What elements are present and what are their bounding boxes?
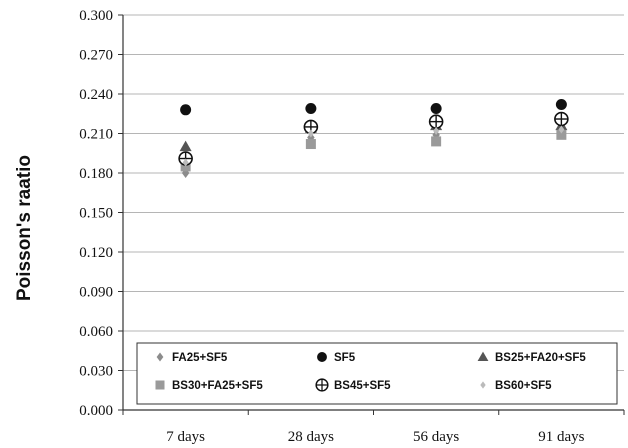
legend-marker-sf5 — [317, 352, 327, 362]
data-point-bs30-fa25-sf5 — [305, 139, 316, 150]
data-point-bs60-sf5 — [182, 158, 189, 167]
legend-item-bs30-fa25-sf5: BS30+FA25+SF5 — [155, 380, 263, 392]
data-point-bs45-sf5 — [303, 119, 319, 135]
data-point-bs30-fa25-sf5 — [431, 136, 442, 147]
legend-marker-bs30-fa25-sf5 — [155, 380, 165, 390]
x-tick-label: 7 days — [166, 429, 205, 445]
legend-item-bs60-sf5: BS60+SF5 — [480, 380, 552, 392]
legend-item-sf5: SF5 — [317, 352, 356, 364]
y-tick-label: 0.210 — [79, 127, 113, 143]
legend-label: BS45+SF5 — [334, 380, 391, 392]
data-point-sf5 — [430, 102, 442, 114]
legend: FA25+SF5 SF5 BS25+FA20+SF5 BS30+FA25+SF5 BS4… — [136, 342, 618, 405]
y-tick-label: 0.270 — [79, 48, 113, 64]
legend-item-fa25-sf5: FA25+SF5 — [156, 352, 228, 364]
y-tick-label: 0.030 — [79, 364, 113, 380]
legend-marker-fa25-sf5 — [156, 352, 164, 362]
legend-box — [136, 342, 618, 405]
series-fa25-sf5 — [181, 127, 566, 178]
y-tick-label: 0.300 — [79, 8, 113, 24]
gridlines — [123, 14, 624, 371]
data-point-bs25-fa20-sf5 — [179, 140, 192, 152]
legend-marker-bs45-sf5 — [315, 378, 329, 392]
legend-label: FA25+SF5 — [172, 352, 228, 364]
y-tick-label: 0.240 — [79, 87, 113, 103]
legend-label: SF5 — [334, 352, 356, 364]
series-bs30-fa25-sf5 — [180, 129, 567, 172]
x-tick-label: 91 days — [538, 429, 584, 445]
legend-label: BS25+FA20+SF5 — [495, 352, 586, 364]
series-sf5 — [180, 99, 567, 116]
legend-item-bs45-sf5: BS45+SF5 — [315, 378, 391, 392]
data-point-sf5 — [305, 102, 317, 114]
data-point-bs45-sf5 — [428, 114, 444, 129]
x-tick-label: 28 days — [288, 429, 334, 445]
series-bs60-sf5 — [182, 125, 565, 167]
data-point-sf5 — [180, 104, 192, 116]
y-tick-label: 0.150 — [79, 206, 113, 222]
legend-label: BS30+FA25+SF5 — [172, 380, 263, 392]
legend-marker-bs60-sf5 — [480, 381, 486, 389]
series-bs45-sf5 — [178, 111, 569, 166]
legend-marker-bs25-fa20-sf5 — [477, 351, 489, 362]
series-bs25-fa20-sf5 — [179, 119, 568, 152]
data-point-bs60-sf5 — [307, 129, 314, 138]
y-tick-label: 0.180 — [79, 166, 113, 182]
y-axis-title: Poisson's raatio — [14, 155, 35, 301]
data-point-bs60-sf5 — [558, 125, 565, 134]
x-tick-label: 56 days — [413, 429, 459, 445]
y-tick-label: 0.090 — [79, 285, 113, 301]
data-point-bs60-sf5 — [433, 126, 440, 135]
data-point-sf5 — [555, 99, 567, 111]
y-tick-label: 0.000 — [79, 403, 113, 419]
x-axis-ticks: 7 days 28 days 56 days 91 days — [122, 410, 625, 445]
y-tick-label: 0.120 — [79, 245, 113, 261]
legend-item-bs25-fa20-sf5: BS25+FA20+SF5 — [477, 351, 586, 364]
legend-label: BS60+SF5 — [495, 380, 552, 392]
y-tick-label: 0.060 — [79, 324, 113, 340]
data-point-bs45-sf5 — [554, 111, 569, 127]
data-points — [178, 99, 569, 178]
y-axis-ticks: 0.000 0.030 0.060 0.090 0.120 0.150 0.180 0.210… — [79, 8, 123, 419]
data-point-bs30-fa25-sf5 — [556, 129, 567, 140]
